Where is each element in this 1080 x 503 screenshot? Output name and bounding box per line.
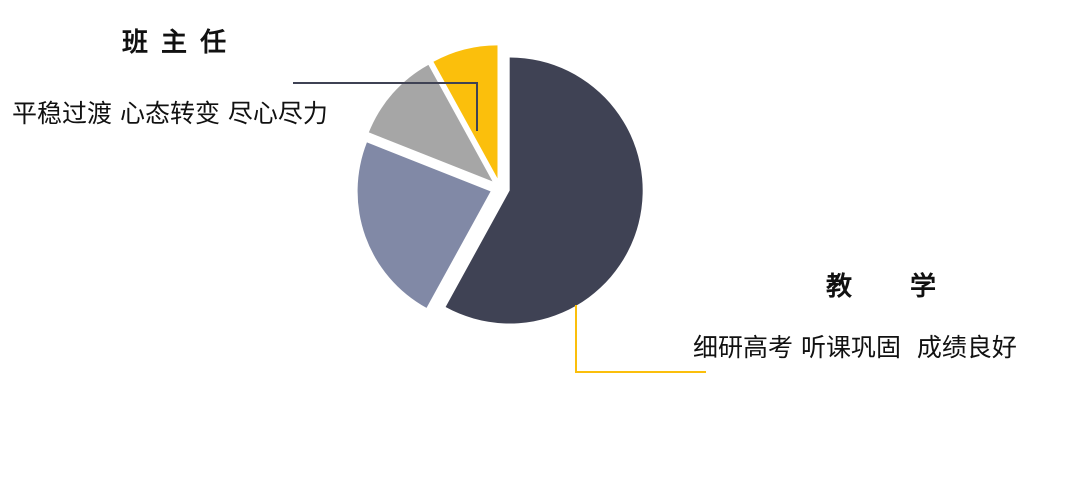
class-teacher-callout-line	[293, 82, 478, 131]
pie-slice-3	[368, 64, 493, 182]
class-teacher-title: 班 主 任	[122, 28, 229, 58]
teaching-subtitle: 细研高考 听课巩固 成绩良好	[693, 333, 1017, 362]
class-teacher-subtitle: 平稳过渡 心态转变 尽心尽力	[12, 99, 328, 128]
pie-slice-4	[433, 45, 498, 179]
pie-slice-2	[357, 142, 491, 308]
teaching-title: 教 学	[826, 272, 939, 302]
teaching-callout-line	[575, 305, 706, 373]
pie-slice-1	[445, 57, 643, 324]
